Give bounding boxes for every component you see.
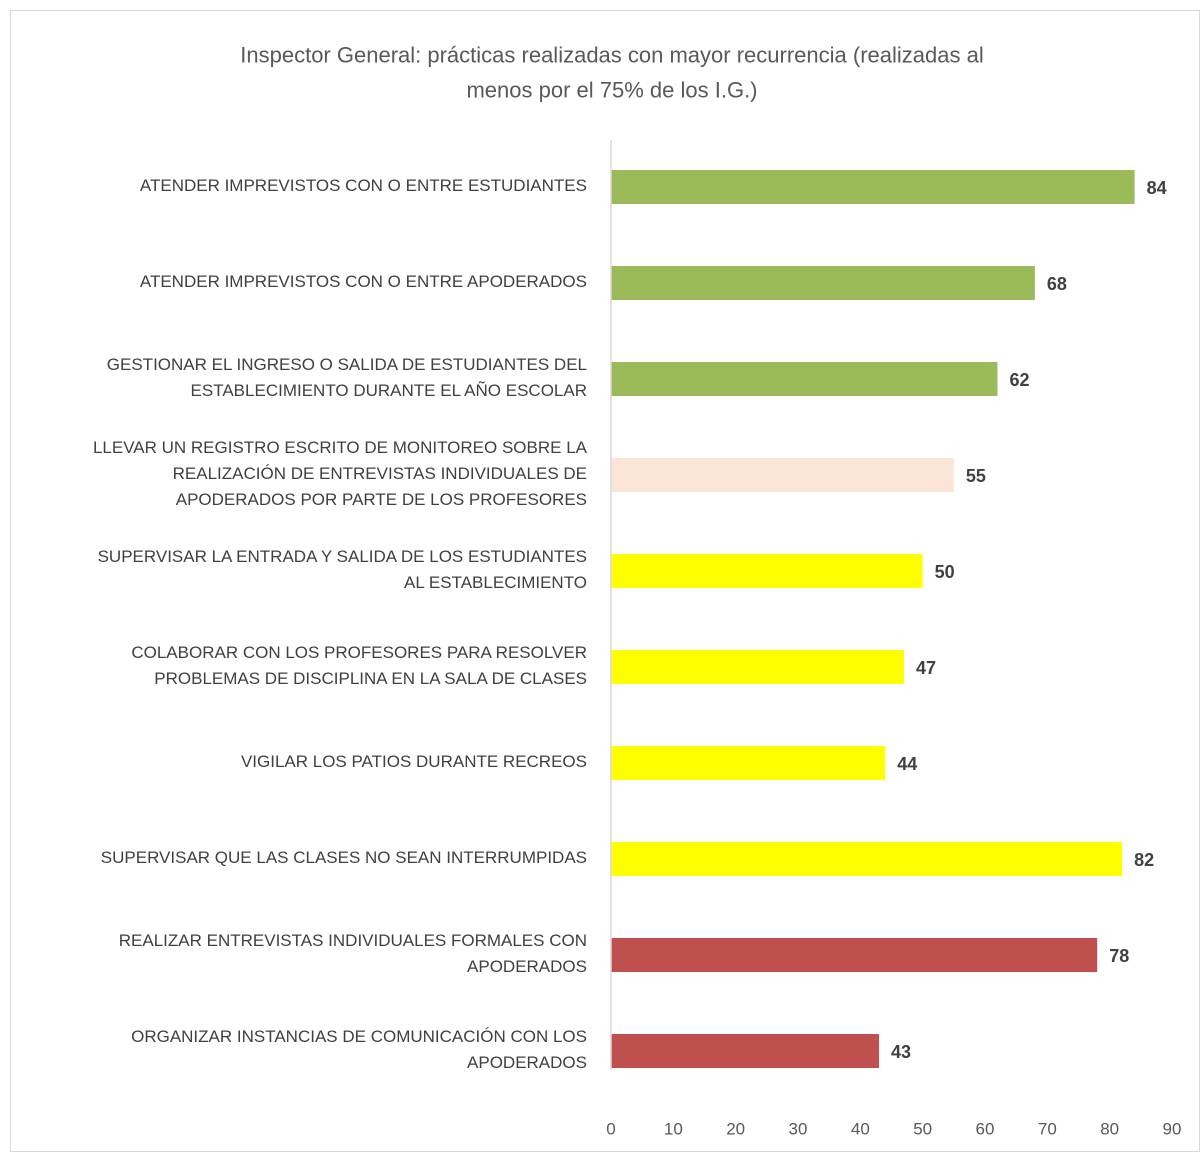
bar: [611, 170, 1135, 204]
bar: [611, 362, 998, 396]
bar: [611, 842, 1123, 876]
data-label: 84: [1147, 178, 1167, 198]
category-label: GESTIONAR EL INGRESO O SALIDA DE ESTUDIA…: [107, 355, 587, 400]
bar: [611, 266, 1035, 300]
data-label: 43: [891, 1042, 911, 1062]
data-label: 44: [897, 754, 917, 774]
data-label: 47: [916, 658, 936, 678]
x-tick-label: 0: [606, 1119, 615, 1138]
data-label: 78: [1109, 946, 1129, 966]
data-label: 62: [1009, 370, 1029, 390]
category-label: VIGILAR LOS PATIOS DURANTE RECREOS: [241, 752, 587, 771]
category-label: REALIZAR ENTREVISTAS INDIVIDUALES FORMAL…: [119, 931, 587, 976]
x-tick-label: 90: [1163, 1119, 1182, 1138]
data-label: 50: [935, 562, 955, 582]
bar: [611, 1034, 880, 1068]
x-tick-label: 50: [913, 1119, 932, 1138]
category-label: COLABORAR CON LOS PROFESORES PARA RESOLV…: [131, 643, 587, 688]
bar: [611, 458, 954, 492]
category-label: SUPERVISAR LA ENTRADA Y SALIDA DE LOS ES…: [98, 547, 587, 592]
category-label: ORGANIZAR INSTANCIAS DE COMUNICACIÓN CON…: [131, 1027, 587, 1072]
bar: [611, 554, 923, 588]
x-tick-label: 40: [851, 1119, 870, 1138]
category-label: ATENDER IMPREVISTOS CON O ENTRE APODERAD…: [140, 272, 587, 291]
data-label: 55: [966, 466, 986, 486]
x-tick-label: 10: [664, 1119, 683, 1138]
category-label: ATENDER IMPREVISTOS CON O ENTRE ESTUDIAN…: [140, 176, 587, 195]
x-tick-label: 30: [789, 1119, 808, 1138]
chart-title: Inspector General: prácticas realizadas …: [240, 42, 983, 102]
x-tick-label: 60: [976, 1119, 995, 1138]
data-label: 68: [1047, 274, 1067, 294]
data-label: 82: [1134, 850, 1154, 870]
bar: [611, 650, 904, 684]
bar: [611, 746, 886, 780]
x-tick-label: 20: [726, 1119, 745, 1138]
bar: [611, 938, 1098, 972]
x-tick-label: 70: [1038, 1119, 1057, 1138]
category-label: SUPERVISAR QUE LAS CLASES NO SEAN INTERR…: [101, 848, 587, 867]
category-label: LLEVAR UN REGISTRO ESCRITO DE MONITOREO …: [93, 438, 588, 509]
x-tick-label: 80: [1100, 1119, 1119, 1138]
